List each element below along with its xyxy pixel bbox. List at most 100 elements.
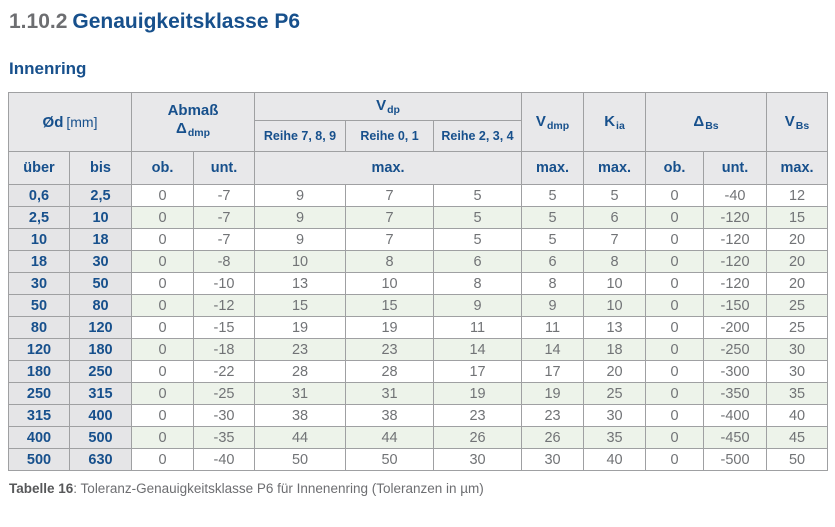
header-vbs-max: max. [766,151,829,185]
cell-vbs-max: 40 [766,404,829,427]
cell-vdmp-max: 23 [521,404,585,427]
cell-vbs-max: 15 [766,206,829,229]
cell-vbs-max: 25 [766,316,829,339]
cell-abmass-ob: 0 [131,316,195,339]
header-kia-max: max. [583,151,647,185]
cell-vdp-reihe234: 26 [433,426,523,449]
cell-kia-max: 10 [583,272,647,295]
cell-vdp-reihe01: 15 [345,294,435,317]
table-row: 10 18 0 -7 9 7 5 5 7 0 -120 20 [8,228,829,251]
cell-abmass-unt: -22 [193,360,256,383]
cell-bis: 10 [68,206,133,229]
cell-vdp-reihe234: 19 [433,382,523,405]
table-row: 18 30 0 -8 10 8 6 6 8 0 -120 20 [8,250,829,273]
cell-vdp-reihe234: 5 [433,184,523,207]
cell-vdp-reihe789: 10 [254,250,347,273]
cell-dbs-ob: 0 [645,294,705,317]
cell-vdp-reihe234: 8 [433,272,523,295]
table-row: 50 80 0 -12 15 15 9 9 10 0 -150 25 [8,294,829,317]
cell-vdp-reihe789: 50 [254,448,347,471]
document-page: 1.10.2 Genauigkeitsklasse P6 Innenring Ød… [7,10,829,496]
header-unt: unt. [193,151,256,185]
cell-vdp-reihe01: 19 [345,316,435,339]
cell-vdmp-max: 30 [521,448,585,471]
cell-vdp-reihe234: 14 [433,338,523,361]
cell-dbs-unt: -40 [703,184,768,207]
cell-dbs-ob: 0 [645,184,705,207]
cell-abmass-unt: -7 [193,228,256,251]
cell-abmass-unt: -8 [193,250,256,273]
cell-vdp-reihe789: 44 [254,426,347,449]
cell-vdp-reihe789: 9 [254,206,347,229]
header-bis: bis [68,151,133,185]
cell-vdp-reihe01: 10 [345,272,435,295]
header-kia: Kia [583,92,647,152]
cell-dbs-ob: 0 [645,206,705,229]
cell-bis: 250 [68,360,133,383]
cell-vdmp-max: 8 [521,272,585,295]
cell-vdmp-max: 17 [521,360,585,383]
cell-kia-max: 10 [583,294,647,317]
cell-dbs-ob: 0 [645,360,705,383]
cell-abmass-unt: -10 [193,272,256,295]
cell-vdp-reihe01: 7 [345,228,435,251]
cell-ueber: 30 [8,272,70,295]
cell-dbs-unt: -300 [703,360,768,383]
cell-vdp-reihe789: 38 [254,404,347,427]
cell-vdp-reihe01: 28 [345,360,435,383]
cell-vdp-reihe234: 11 [433,316,523,339]
cell-vdp-reihe234: 9 [433,294,523,317]
cell-dbs-ob: 0 [645,338,705,361]
cell-vdp-reihe234: 23 [433,404,523,427]
header-dbs-ob: ob. [645,151,705,185]
cell-vbs-max: 25 [766,294,829,317]
cell-abmass-ob: 0 [131,228,195,251]
header-abmass: Abmaß Δdmp [131,92,256,152]
header-vbs: VBs [766,92,829,152]
cell-kia-max: 8 [583,250,647,273]
cell-bis: 500 [68,426,133,449]
cell-abmass-ob: 0 [131,338,195,361]
cell-vdp-reihe789: 28 [254,360,347,383]
cell-abmass-ob: 0 [131,382,195,405]
table-row: 500 630 0 -40 50 50 30 30 40 0 -500 50 [8,448,829,471]
cell-vbs-max: 20 [766,272,829,295]
table-row: 0,6 2,5 0 -7 9 7 5 5 5 0 -40 12 [8,184,829,207]
cell-kia-max: 6 [583,206,647,229]
cell-abmass-ob: 0 [131,404,195,427]
cell-dbs-ob: 0 [645,404,705,427]
header-vdmp: Vdmp [521,92,585,152]
cell-abmass-ob: 0 [131,184,195,207]
section-number: 1.10.2 [9,10,68,33]
cell-ueber: 0,6 [8,184,70,207]
cell-vdmp-max: 14 [521,338,585,361]
page-title: 1.10.2 Genauigkeitsklasse P6 [9,10,827,34]
cell-vdp-reihe01: 31 [345,382,435,405]
subsection-title: Innenring [9,59,87,78]
cell-vdmp-max: 5 [521,228,585,251]
cell-vdp-reihe789: 15 [254,294,347,317]
cell-abmass-unt: -18 [193,338,256,361]
cell-bis: 80 [68,294,133,317]
cell-ueber: 80 [8,316,70,339]
cell-vdp-reihe789: 9 [254,184,347,207]
table-row: 30 50 0 -10 13 10 8 8 10 0 -120 20 [8,272,829,295]
cell-abmass-ob: 0 [131,294,195,317]
header-dbs: ΔBs [645,92,768,152]
header-vdp-max: max. [254,151,523,185]
cell-ueber: 2,5 [8,206,70,229]
cell-abmass-ob: 0 [131,426,195,449]
cell-vdp-reihe01: 44 [345,426,435,449]
header-od: Ød [mm] [7,92,133,152]
cell-dbs-unt: -400 [703,404,768,427]
cell-vdmp-max: 5 [521,184,585,207]
cell-ueber: 18 [8,250,70,273]
cell-dbs-ob: 0 [645,426,705,449]
header-ob: ob. [131,151,195,185]
cell-dbs-unt: -200 [703,316,768,339]
cell-vdp-reihe234: 5 [433,206,523,229]
cell-bis: 50 [68,272,133,295]
cell-dbs-unt: -150 [703,294,768,317]
cell-dbs-unt: -450 [703,426,768,449]
cell-vdp-reihe789: 9 [254,228,347,251]
